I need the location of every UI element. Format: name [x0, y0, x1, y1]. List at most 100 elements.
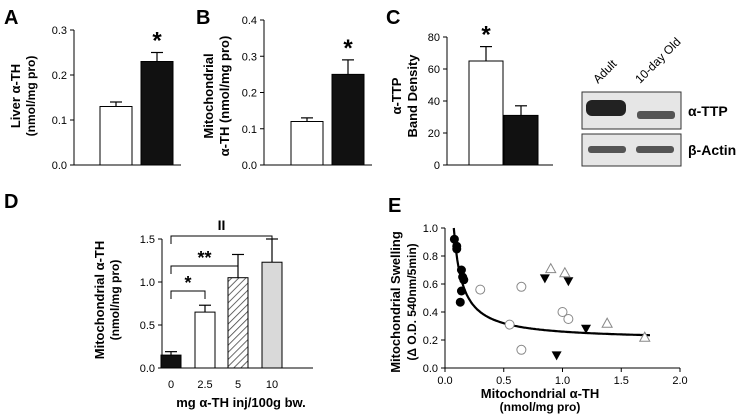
pe-ytick-label: 0.8	[423, 251, 438, 263]
pd-xtick-label: 10	[266, 379, 278, 391]
pc-bar-1	[503, 114, 539, 166]
xlabel-e-line2: (nmol/mg pro)	[500, 400, 581, 414]
pd-bracket-label: II	[218, 217, 226, 233]
pe-point-filled-circle	[459, 275, 469, 285]
pa-ytick-label: 0.3	[52, 25, 67, 37]
pe-xtick-label: 2.0	[672, 375, 687, 387]
ylabel-c-line1: α-TTP	[389, 77, 404, 114]
pe-point-open-circle	[557, 307, 568, 317]
pd-bracket-label: *	[184, 273, 191, 293]
blot-band-actin-adult	[588, 146, 626, 153]
pb-significance-star: *	[343, 35, 353, 62]
pe-ytick-label: 0.4	[423, 307, 438, 319]
pa-ytick-label: 0.2	[52, 70, 67, 82]
pe-point-open-triangle	[601, 317, 613, 328]
panel-label-c: C	[386, 7, 400, 29]
pe-point-filled-circle	[456, 286, 466, 296]
xlabel-d: mg α-TH inj/100g bw.	[176, 395, 306, 410]
pe-xtick-label: 1.5	[614, 375, 629, 387]
pb-ytick-label: 0.1	[242, 124, 257, 136]
pd-bar-0	[160, 354, 182, 369]
pe-xtick-label: 1.0	[555, 375, 570, 387]
pe-point-open-triangle	[559, 266, 571, 278]
blot-band-ttp-10-day	[637, 111, 675, 119]
pa-bar-0	[99, 106, 133, 166]
pc-bar-0	[468, 60, 504, 166]
pb-bar-0	[290, 121, 324, 166]
pc-significance-star: *	[481, 22, 491, 49]
pd-ytick-label: 1.0	[140, 277, 155, 289]
blot-row-label-actin: β-Actin	[688, 142, 736, 158]
pd-significance-bracket	[170, 290, 206, 299]
pe-ytick-label: 0.6	[423, 279, 438, 291]
ylabel-d-line2: (nmol/mg pro)	[108, 260, 122, 341]
pc-ytick-label: 20	[428, 128, 440, 140]
pe-fit-curve	[452, 227, 650, 337]
blot-band-ttp-adult	[586, 100, 626, 116]
ylabel-e-line2: (Δ O.D. 540nm/5min)	[405, 243, 419, 360]
pe-ytick-label: 1.0	[423, 223, 438, 235]
pb-ytick-label: 0.3	[242, 51, 257, 63]
ylabel-e-line1: Mitochondrial Swelling	[388, 231, 403, 373]
panel-label-e: E	[388, 195, 401, 217]
pd-ytick-label: 0.0	[140, 363, 155, 375]
pa-significance-star: *	[152, 28, 162, 55]
pe-point-open-circle	[504, 319, 515, 330]
panel-label-b: B	[196, 7, 210, 29]
pd-significance-bracket	[170, 235, 273, 254]
pd-xtick-label: 2.5	[197, 379, 212, 391]
pe-point-open-circle	[516, 344, 527, 355]
ylabel-a-line2: (nmol/mg pro)	[24, 56, 38, 137]
pd-ytick-label: 0.5	[140, 320, 155, 332]
pd-bracket-label: **	[197, 248, 211, 268]
pb-ytick-label: 0.0	[242, 160, 257, 172]
pc-ytick-label: 80	[428, 32, 440, 44]
pe-point-filled-circle	[455, 297, 465, 307]
blot-band-actin-10-day	[636, 146, 674, 153]
ylabel-b-line2: α-TH (nmol/mg pro)	[217, 36, 232, 157]
pd-bar-1	[194, 311, 216, 369]
pe-xtick-label: 0.0	[437, 375, 452, 387]
pe-point-filled-triangle	[539, 274, 550, 284]
ylabel-d-line1: Mitochondrial α-TH	[92, 241, 107, 359]
pe-point-filled-triangle	[551, 351, 562, 361]
pb-bar-1	[331, 73, 365, 166]
pe-point-filled-circle	[452, 244, 462, 254]
western-blot: Adult 10-day Old α-TTP β-Actin	[581, 35, 736, 167]
pe-point-filled-circle	[456, 265, 466, 275]
ylabel-c-line2: Band Density	[405, 54, 420, 138]
pe-point-open-circle	[475, 284, 486, 295]
blot-lane-10-day-old: 10-day Old	[632, 35, 683, 86]
panel-label-a: A	[4, 7, 18, 29]
panel-label-d: D	[4, 191, 18, 213]
pd-xtick-label: 5	[235, 379, 241, 391]
pe-point-filled-circle	[449, 234, 459, 244]
pe-point-open-circle	[516, 281, 527, 292]
pe-ytick-label: 0.2	[423, 335, 438, 347]
xlabel-e-line1: Mitochondrial α-TH	[481, 386, 599, 401]
ylabel-a-line1: Liver α-TH	[8, 64, 23, 128]
plots-layer: 0.0 0.1 0.2 0.3 * 0.0 0.1 0.2 0.3 0.4 * 0 20 40 60 80 * 0…	[52, 15, 688, 391]
blot-row-label-ttp: α-TTP	[688, 103, 728, 119]
pe-xtick-label: 0.5	[496, 375, 511, 387]
pe-point-open-triangle	[638, 331, 651, 342]
pd-significance-bracket	[170, 265, 239, 274]
ylabel-b-line1: Mitochondrial	[201, 53, 216, 138]
blot-lane-adult: Adult	[590, 56, 620, 86]
pe-point-filled-triangle	[563, 277, 574, 287]
pc-ytick-label: 0	[434, 160, 440, 172]
pd-xtick-label: 0	[168, 379, 174, 391]
pd-bar-2	[227, 277, 249, 369]
pe-ytick-label: 0.0	[423, 363, 438, 375]
pe-point-filled-triangle	[581, 324, 591, 334]
pd-ytick-label: 1.5	[140, 234, 155, 246]
pa-ytick-label: 0.0	[52, 160, 67, 172]
pb-ytick-label: 0.2	[242, 88, 257, 100]
pe-point-open-triangle	[544, 262, 557, 274]
pc-ytick-label: 60	[428, 64, 440, 76]
pb-ytick-label: 0.4	[242, 15, 257, 27]
pa-bar-1	[140, 61, 174, 166]
pd-bar-3	[261, 261, 283, 369]
